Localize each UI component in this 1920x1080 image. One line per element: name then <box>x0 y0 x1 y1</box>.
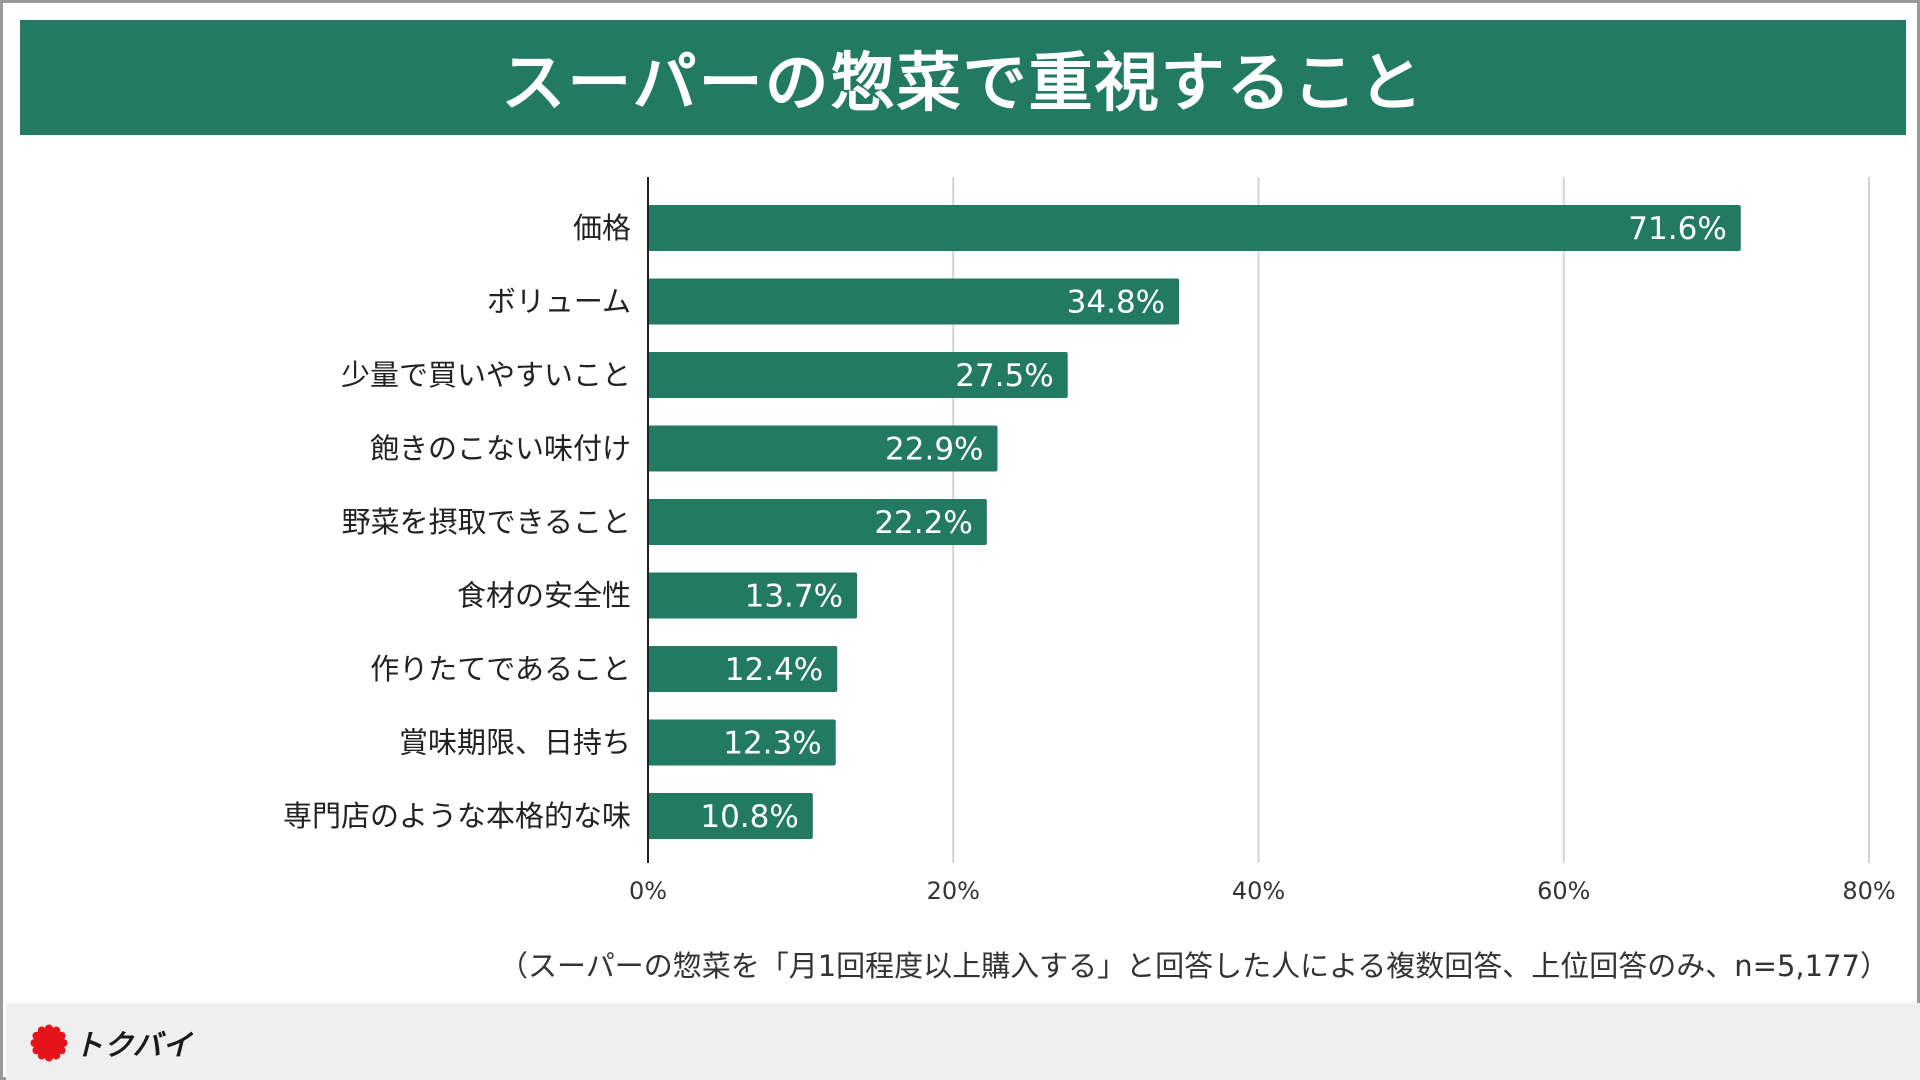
data-label: 27.5% <box>955 358 1053 394</box>
bar <box>648 572 858 619</box>
data-label: 71.6% <box>1628 211 1726 247</box>
x-tick-label: 80% <box>1842 877 1895 905</box>
data-label: 34.8% <box>1067 285 1165 321</box>
category-label: ボリューム <box>487 285 631 319</box>
category-label: 作りたてであること <box>370 652 631 686</box>
data-label: 12.4% <box>725 652 823 688</box>
data-label: 12.3% <box>723 726 821 762</box>
data-label: 22.2% <box>874 505 972 541</box>
bar <box>648 646 838 692</box>
category-label: 価格 <box>573 211 631 245</box>
x-tick-label: 0% <box>629 877 667 905</box>
bar <box>648 425 998 472</box>
footnote: （スーパーの惣菜を「月1回程度以上購入する」と回答した人による複数回答、上位回答… <box>499 949 1889 983</box>
category-label: 飽きのこない味付け <box>370 432 631 466</box>
category-label: 食材の安全性 <box>457 579 631 613</box>
bar-chart: 0% 20% 40% 60% 80% 71.6% 価格 34.8% ボリューム 27.5% 少量で買… <box>283 177 1896 905</box>
bar <box>648 719 836 766</box>
category-label: 専門店のような本格的な味 <box>283 799 631 833</box>
data-label: 13.7% <box>745 579 843 615</box>
data-label: 22.9% <box>885 432 983 468</box>
chart-title: スーパーの惣菜で重視すること <box>501 46 1425 121</box>
brand-sun-icon <box>30 1024 68 1062</box>
x-tick-label: 40% <box>1232 877 1285 905</box>
data-label: 10.8% <box>700 799 798 835</box>
brand-logo[interactable]: トクバイ <box>30 1023 193 1063</box>
brand-name: トクバイ <box>74 1028 193 1062</box>
x-tick-label: 60% <box>1537 877 1590 905</box>
footer-bar: トクバイ <box>6 1003 1920 1080</box>
bar <box>648 205 1741 251</box>
category-label: 賞味期限、日持ち <box>399 726 631 760</box>
category-label: 野菜を摂取できること <box>342 505 631 539</box>
bar <box>648 793 813 839</box>
bar <box>648 278 1180 325</box>
bar <box>648 499 987 545</box>
title-banner: スーパーの惣菜で重視すること <box>20 20 1906 135</box>
x-tick-label: 20% <box>927 877 980 905</box>
category-label: 少量で買いやすいこと <box>341 358 631 392</box>
bar <box>648 352 1068 398</box>
